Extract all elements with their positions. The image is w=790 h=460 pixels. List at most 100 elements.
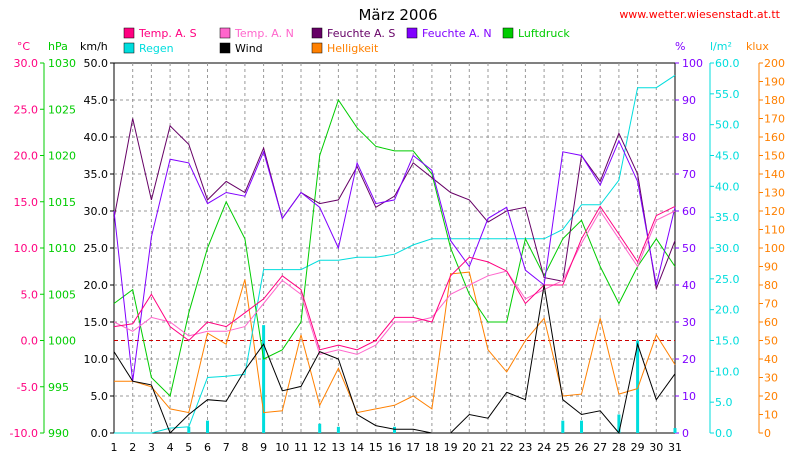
temp-unit-label: °C (17, 40, 31, 53)
hum-tick-label: 40 (682, 279, 696, 292)
lux-tick-label: 100 (764, 242, 785, 255)
press-tick-label: 995 (48, 381, 69, 394)
x-tick-label: 7 (223, 441, 230, 454)
series-line-helligkeit (114, 271, 676, 414)
rain-tick-label: 60.0 (715, 57, 740, 70)
press-tick-label: 1020 (48, 150, 76, 163)
legend-swatch-temp-a-s (123, 27, 135, 39)
left-axes: -10.0 -5.0 0.0 5.0 10.0 15.0 20.0 25.0 30.0 990 99… (10, 57, 114, 440)
lux-tick-label: 50 (764, 335, 778, 348)
legend-label-regen: Regen (139, 42, 174, 55)
x-tick-label: 3 (148, 441, 155, 454)
x-tick-label: 2 (129, 441, 136, 454)
lux-tick-label: 20 (764, 390, 778, 403)
wind-tick-label: 10.0 (84, 353, 109, 366)
axis-unit-labels: °C hPa km/h% l/m² klux (17, 40, 770, 53)
lux-tick-label: 110 (764, 224, 785, 237)
x-tick-label: 29 (631, 441, 645, 454)
lux-tick-label: 180 (764, 94, 785, 107)
x-tick-label: 21 (481, 441, 495, 454)
rain-tick-label: 40.0 (715, 180, 740, 193)
lux-tick-label: 190 (764, 76, 785, 89)
hum-tick-label: 90 (682, 94, 696, 107)
press-unit-label: hPa (48, 40, 68, 53)
lux-tick-label: 60 (764, 316, 778, 329)
wind-tick-label: 25.0 (84, 242, 109, 255)
rain-tick-label: 55.0 (715, 88, 740, 101)
hum-tick-label: 10 (682, 390, 696, 403)
lux-tick-label: 70 (764, 298, 778, 311)
rain-tick-label: 20.0 (715, 304, 740, 317)
wind-tick-label: 20.0 (84, 279, 109, 292)
legend-label-wind: Wind (235, 42, 263, 55)
x-tick-label: 18 (425, 441, 439, 454)
legend-label-feuchte-a-s: Feuchte A. S (327, 27, 395, 40)
press-tick-label: 1015 (48, 196, 76, 209)
temp-tick-label: 10.0 (14, 242, 39, 255)
series-line-temp-a-n (113, 210, 676, 355)
legend-swatch-wind (219, 42, 231, 54)
legend-swatch-temp-a-n (219, 27, 231, 39)
hum-tick-label: 50 (682, 242, 696, 255)
lux-tick-label: 150 (764, 150, 785, 163)
x-tick-label: 28 (612, 441, 626, 454)
x-tick-label: 1 (111, 441, 118, 454)
legend-swatch-luftdruck (502, 27, 514, 39)
legend-label-temp-a-s: Temp. A. S (138, 27, 197, 40)
rain-tick-label: 0.0 (715, 427, 733, 440)
plot-area (113, 62, 676, 434)
x-tick-label: 9 (260, 441, 267, 454)
hum-tick-label: 20 (682, 353, 696, 366)
rain-tick-label: 5.0 (715, 396, 733, 409)
series-line-temp-a-s (113, 205, 676, 351)
series-line-wind (113, 284, 676, 435)
legend-swatch-helligkeit (311, 42, 323, 54)
legend-label-temp-a-n: Temp. A. N (234, 27, 294, 40)
wind-tick-label: 30.0 (84, 205, 109, 218)
rain-tick-label: 25.0 (715, 273, 740, 286)
press-tick-label: 1005 (48, 288, 76, 301)
hum-tick-label: 60 (682, 205, 696, 218)
legend: Temp. A. S Temp. A. N Feuchte A. S Feuchte … (123, 27, 570, 55)
lux-tick-label: 160 (764, 131, 785, 144)
x-axis: 1 2 3 4 5 6 7 8 9 10 11 12 13 14 15 16 17 18 19 20 21 22 23 24 2… (111, 441, 683, 454)
hum-tick-label: 100 (682, 57, 703, 70)
x-tick-label: 22 (500, 441, 514, 454)
x-tick-label: 17 (406, 441, 420, 454)
x-tick-label: 27 (593, 441, 607, 454)
wind-tick-label: 45.0 (84, 94, 109, 107)
rain-unit-label: l/m² (710, 40, 732, 53)
legend-swatch-feuchte-a-s (311, 27, 323, 39)
rain-tick-label: 10.0 (715, 365, 740, 378)
legend-label-helligkeit: Helligkeit (327, 42, 379, 55)
wind-tick-label: 50.0 (84, 57, 109, 70)
x-tick-label: 6 (204, 441, 211, 454)
legend-swatch-feuchte-a-n (406, 27, 418, 39)
lux-tick-label: 200 (764, 57, 785, 70)
wind-unit-label: km/h (80, 40, 108, 53)
legend-label-feuchte-a-n: Feuchte A. N (422, 27, 492, 40)
rain-tick-label: 45.0 (715, 150, 740, 163)
x-tick-label: 12 (313, 441, 327, 454)
press-tick-label: 1000 (48, 335, 76, 348)
x-tick-label: 19 (444, 441, 458, 454)
rain-tick-label: 15.0 (715, 335, 740, 348)
x-tick-label: 5 (185, 441, 192, 454)
x-tick-label: 30 (649, 441, 663, 454)
lux-tick-label: 40 (764, 353, 778, 366)
x-tick-label: 13 (331, 441, 345, 454)
x-tick-label: 11 (294, 441, 308, 454)
lux-tick-label: 90 (764, 261, 778, 274)
chart-title: März 2006 (358, 6, 437, 24)
lux-tick-label: 120 (764, 205, 785, 218)
hum-tick-label: 30 (682, 316, 696, 329)
press-tick-label: 1025 (48, 103, 76, 116)
lux-tick-label: 140 (764, 168, 785, 181)
x-tick-label: 14 (350, 441, 364, 454)
wind-tick-label: 35.0 (84, 168, 109, 181)
source-link[interactable]: www.wetter.wiesenstadt.at.tt (619, 8, 780, 21)
rain-tick-label: 30.0 (715, 242, 740, 255)
series-line-luftdruck (113, 98, 676, 397)
hum-tick-label: 70 (682, 168, 696, 181)
